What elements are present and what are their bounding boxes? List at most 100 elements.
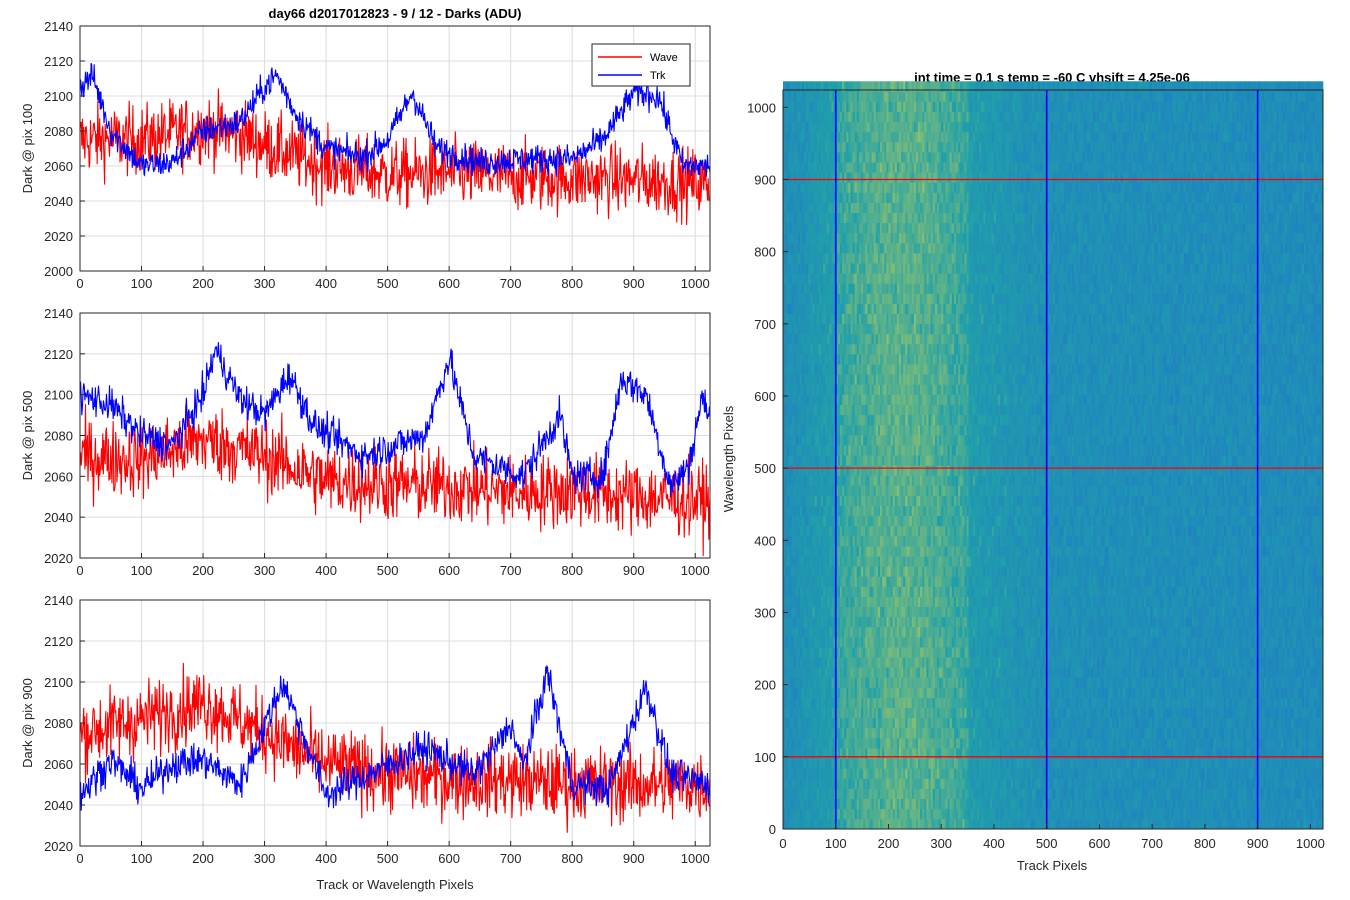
heatmap-cell	[861, 708, 863, 718]
heatmap-cell	[861, 384, 863, 394]
heatmap-cell	[908, 506, 910, 516]
heatmap-cell	[897, 304, 899, 314]
heatmap-cell	[851, 395, 853, 405]
heatmap-cell	[876, 324, 878, 334]
heatmap-cell	[832, 627, 834, 637]
heatmap-cell	[908, 91, 910, 101]
heatmap-cell	[910, 576, 912, 586]
heatmap-cell	[798, 102, 800, 112]
heatmap-cell	[796, 334, 798, 344]
heatmap-cell	[787, 374, 789, 384]
heatmap-cell	[802, 415, 804, 425]
heatmap-cell	[878, 809, 880, 819]
heatmap-cell	[808, 597, 810, 607]
heatmap-cell	[829, 708, 831, 718]
heatmap-cell	[878, 193, 880, 203]
heatmap-cell	[819, 112, 821, 122]
heatmap-cell	[808, 455, 810, 465]
heatmap-cell	[861, 677, 863, 687]
heatmap-cell	[910, 617, 912, 627]
heatmap-cell	[851, 314, 853, 324]
heatmap-cell	[897, 465, 899, 475]
heatmap-cell	[796, 314, 798, 324]
heatmap-cell	[785, 223, 787, 233]
heatmap-cell	[855, 162, 857, 172]
heatmap-cell	[817, 455, 819, 465]
heatmap-cell	[819, 667, 821, 677]
heatmap-cell	[848, 657, 850, 667]
heatmap-cell	[794, 465, 796, 475]
heatmap-cell	[855, 677, 857, 687]
heatmap-cell	[832, 324, 834, 334]
heatmap-cell	[882, 718, 884, 728]
heatmap-cell	[895, 122, 897, 132]
heatmap-cell	[874, 294, 876, 304]
heatmap-cell	[823, 354, 825, 364]
heatmap-cell	[865, 657, 867, 667]
heatmap-cell	[851, 324, 853, 334]
heatmap-cell	[912, 132, 914, 142]
heatmap-cell	[853, 486, 855, 496]
heatmap-cell	[891, 627, 893, 637]
heatmap-cell	[804, 384, 806, 394]
heatmap-cell	[808, 799, 810, 809]
heatmap-cell	[832, 607, 834, 617]
heatmap-cell	[918, 688, 920, 698]
heatmap-cell	[806, 152, 808, 162]
heatmap-cell	[878, 203, 880, 213]
heatmap-cell	[848, 486, 850, 496]
heatmap-cell	[910, 546, 912, 556]
heatmap-cell	[891, 526, 893, 536]
heatmap-cell	[796, 768, 798, 778]
heatmap-cell	[791, 677, 793, 687]
heatmap-cell	[884, 486, 886, 496]
heatmap-cell	[880, 374, 882, 384]
heatmap-cell	[891, 203, 893, 213]
heatmap-cell	[842, 637, 844, 647]
heatmap-cell	[916, 122, 918, 132]
heatmap-cell	[884, 395, 886, 405]
heatmap-panel: int time = 0.1 s temp = -60 C vhsift = 4…	[721, 70, 1325, 873]
heatmap-cell	[823, 607, 825, 617]
heatmap-cell	[851, 637, 853, 647]
heatmap-cell	[905, 526, 907, 536]
heatmap-cell	[853, 576, 855, 586]
heatmap-cell	[886, 213, 888, 223]
heatmap-cell	[804, 324, 806, 334]
heatmap-cell	[914, 374, 916, 384]
heatmap-cell	[901, 142, 903, 152]
heatmap-cell	[914, 728, 916, 738]
heatmap-cell	[859, 637, 861, 647]
heatmap-cell	[903, 738, 905, 748]
heatmap-cell	[905, 728, 907, 738]
heatmap-cell	[853, 819, 855, 829]
heatmap-cell	[813, 617, 815, 627]
heatmap-cell	[901, 193, 903, 203]
heatmap-cell	[815, 213, 817, 223]
heatmap-cell	[815, 395, 817, 405]
heatmap-cell	[899, 496, 901, 506]
heatmap-cell	[865, 738, 867, 748]
heatmap-cell	[886, 576, 888, 586]
heatmap-cell	[785, 344, 787, 354]
heatmap-cell	[880, 132, 882, 142]
heatmap-cell	[882, 809, 884, 819]
heatmap-cell	[918, 546, 920, 556]
heatmap-cell	[794, 688, 796, 698]
heatmap-cell	[802, 374, 804, 384]
heatmap-cell	[870, 435, 872, 445]
heatmap-cell	[823, 253, 825, 263]
heatmap-cell	[802, 324, 804, 334]
heatmap-cell	[791, 324, 793, 334]
heatmap-cell	[785, 112, 787, 122]
heatmap-cell	[808, 667, 810, 677]
heatmap-cell	[874, 324, 876, 334]
heatmap-cell	[912, 799, 914, 809]
heatmap-cell	[876, 263, 878, 273]
heatmap-cell	[806, 587, 808, 597]
heatmap-cell	[813, 496, 815, 506]
heatmap-cell	[899, 142, 901, 152]
heatmap-cell	[905, 405, 907, 415]
heatmap-cell	[867, 718, 869, 728]
heatmap-cell	[899, 738, 901, 748]
